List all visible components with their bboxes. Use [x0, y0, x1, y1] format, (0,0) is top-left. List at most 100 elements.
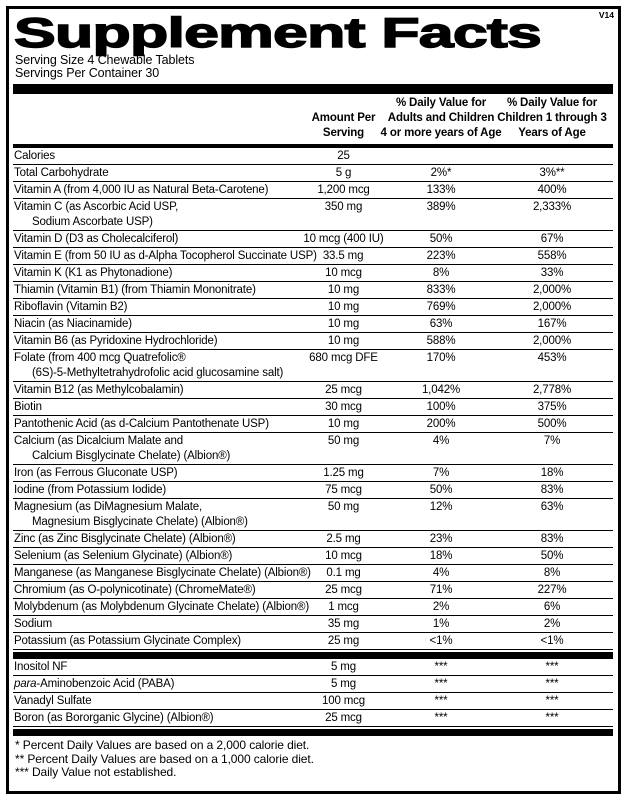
adult-dv-value: 8%: [432, 267, 450, 279]
child-dv-value: 2,000%: [532, 335, 572, 347]
adult-dv-value: ***: [434, 712, 448, 724]
nutrient-amount: 10 mcg: [325, 267, 362, 279]
separator-bar-bottom: [13, 729, 613, 736]
adult-dv-value: 833%: [426, 284, 456, 296]
child-dv-value: 50%: [540, 550, 564, 562]
adult-dv-value: ***: [434, 661, 448, 673]
table-row: Iodine (from Potassium Iodide) 75 mcg 50% 8…: [13, 482, 613, 499]
child-dv-value: 7%: [543, 435, 561, 447]
child-dv-value: ***: [545, 661, 559, 673]
nutrient-name: Iron (as Ferrous Gluconate USP): [14, 467, 178, 479]
adult-dv-header-line: % Daily Value for: [395, 97, 487, 109]
table-row: Vitamin B6 (as Pyridoxine Hydrochloride)…: [13, 333, 613, 350]
nutrient-name: Niacin (as Niacinamide): [14, 318, 132, 330]
nutrient-name: Calories: [14, 150, 55, 162]
nutrient-name: Riboflavin (Vitamin B2): [14, 301, 128, 313]
nutrient-amount: 10 mg: [327, 335, 360, 347]
child-dv-value: 400%: [537, 184, 567, 196]
nutrient-amount: 35 mg: [327, 618, 360, 630]
child-dv-value: 6%: [543, 601, 561, 613]
amount-header-line: Amount Per: [311, 112, 376, 124]
table-row: Sodium 35 mg 1% 2%: [13, 616, 613, 633]
table-row: Magnesium (as DiMagnesium Malate, Magnesi…: [13, 499, 613, 531]
serving-size-line: Serving Size 4 Chewable Tablets: [15, 53, 195, 67]
child-dv-value: 3%**: [539, 167, 565, 179]
adult-dv-value: [391, 149, 491, 164]
child-dv-value: [491, 149, 613, 164]
supplement-facts-label: V14 Supplement Facts Serving Size 4 Chew…: [6, 6, 621, 794]
nutrient-name: Total Carbohydrate: [14, 167, 109, 179]
nutrient-amount: 25: [337, 150, 350, 162]
nutrient-amount: 25 mcg: [325, 384, 362, 396]
child-dv-value: <1%: [540, 635, 564, 647]
adult-dv-value: 1,042%: [421, 384, 461, 396]
table-row: Vitamin A (from 4,000 IU as Natural Beta…: [13, 182, 613, 199]
nutrient-amount: 10 mg: [327, 301, 360, 313]
nutrient-name: Vitamin B12 (as Methylcobalamin): [14, 384, 184, 396]
table-row: Boron (as Bororganic Glycine) (Albion®) 2…: [13, 710, 613, 727]
adult-dv-value: 2%*: [430, 167, 452, 179]
child-dv-value: ***: [545, 712, 559, 724]
adult-dv-value: 100%: [426, 401, 456, 413]
nutrient-amount: 25 mcg: [325, 712, 362, 724]
nutrient-amount: 50 mg: [327, 501, 360, 513]
nutrient-name: Manganese (as Manganese Bisglycinate Che…: [14, 567, 311, 579]
table-row: Manganese (as Manganese Bisglycinate Che…: [13, 565, 613, 582]
nutrient-name: Selenium (as Selenium Glycinate) (Albion…: [14, 550, 233, 562]
child-dv-value: 8%: [543, 567, 561, 579]
nutrient-name: Calcium (as Dicalcium Malate and Calcium …: [13, 434, 296, 464]
table-row: Zinc (as Zinc Bisglycinate Chelate) (Alb…: [13, 531, 613, 548]
child-dv-value: 375%: [537, 401, 567, 413]
nutrient-name: para-Aminobenzoic Acid (PABA): [14, 678, 175, 690]
nutrient-amount: 680 mcg DFE: [309, 352, 378, 364]
table-row: Vitamin E (from 50 IU as d-Alpha Tocophe…: [13, 248, 613, 265]
nutrient-name: Vitamin E (from 50 IU as d-Alpha Tocophe…: [14, 250, 364, 262]
nutrient-amount: 10 mg: [327, 418, 360, 430]
adult-dv-value: 2%: [432, 601, 450, 613]
table-row: para-Aminobenzoic Acid (PABA) 5 mg *** ***: [13, 676, 613, 693]
adult-dv-value: 1%: [432, 618, 450, 630]
nutrient-name: Zinc (as Zinc Bisglycinate Chelate) (Alb…: [14, 533, 236, 545]
table-row: Calcium (as Dicalcium Malate and Calcium …: [13, 433, 613, 465]
table-row: Vitamin K (K1 as Phytonadione) 10 mcg 8% 33…: [13, 265, 613, 282]
adult-dv-header-line: 4 or more years of Age: [380, 127, 502, 139]
nutrient-amount: 10 mg: [327, 284, 360, 296]
adult-dv-header-line: Adults and Children: [387, 112, 495, 124]
footnote-line: ** Percent Daily Values are based on a 1…: [15, 751, 314, 766]
adult-dv-value: 50%: [429, 233, 453, 245]
adult-dv-value: 7%: [432, 467, 450, 479]
child-dv-value: 67%: [540, 233, 564, 245]
table-row: Molybdenum (as Molybdenum Glycinate Chel…: [13, 599, 613, 616]
nutrient-amount: 10 mcg: [325, 550, 362, 562]
table-row: Biotin 30 mcg 100% 375%: [13, 399, 613, 416]
child-dv-value: 83%: [540, 484, 564, 496]
adult-dv-value: 4%: [432, 435, 450, 447]
table-row: Pantothenic Acid (as d-Calcium Pantothen…: [13, 416, 613, 433]
version-tag: V14: [598, 10, 614, 20]
nutrient-name-second-line: Magnesium Bisglycinate Chelate) (Albion®…: [32, 516, 248, 528]
separator-bar-middle: [13, 652, 613, 659]
adult-dv-value: 63%: [429, 318, 453, 330]
table-row: Potassium (as Potassium Glycinate Comple…: [13, 633, 613, 650]
adult-dv-value: 170%: [426, 352, 456, 364]
nutrient-name: Vitamin C (as Ascorbic Acid USP, Sodium A…: [13, 200, 296, 230]
child-dv-header-line: Years of Age: [518, 127, 586, 139]
nutrient-amount: 30 mcg: [325, 401, 362, 413]
table-row: Total Carbohydrate 5 g 2%* 3%**: [13, 165, 613, 182]
child-dv-value: 83%: [540, 533, 564, 545]
adult-dv-value: 769%: [426, 301, 456, 313]
child-dv-value: 167%: [537, 318, 567, 330]
child-dv-value: 558%: [537, 250, 567, 262]
nutrient-amount: 10 mg: [327, 318, 360, 330]
nutrient-amount: 1,200 mcg: [317, 184, 370, 196]
nutrient-amount: 33.5 mg: [322, 250, 364, 262]
table-row: Riboflavin (Vitamin B2) 10 mg 769% 2,000%: [13, 299, 613, 316]
table-row: Thiamin (Vitamin B1) (from Thiamin Monon…: [13, 282, 613, 299]
adult-dv-value: ***: [434, 695, 448, 707]
child-dv-value: 2,778%: [532, 384, 572, 396]
nutrient-amount: 1.25 mg: [323, 467, 364, 479]
child-dv-header-line: Children 1 through 3: [497, 112, 607, 124]
adult-dv-value: 200%: [426, 418, 456, 430]
footnotes: * Percent Daily Values are based on a 2,…: [13, 736, 613, 780]
nutrient-name: Vitamin K (K1 as Phytonadione): [14, 267, 173, 279]
